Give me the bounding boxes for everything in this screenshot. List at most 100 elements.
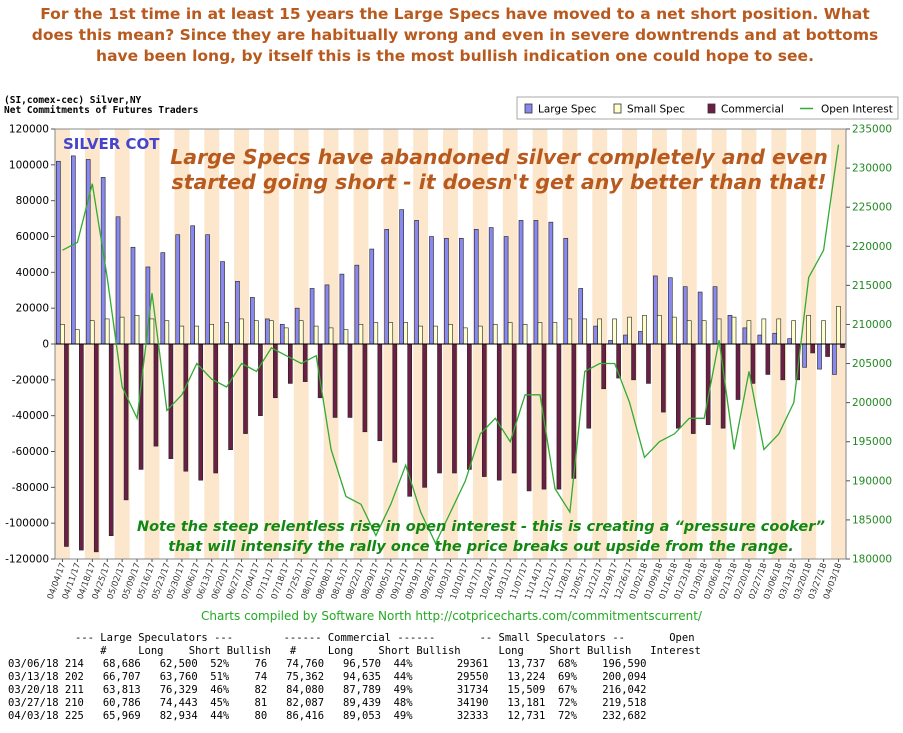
large-spec-bar bbox=[473, 229, 479, 345]
large-spec-bar bbox=[787, 338, 792, 345]
small-spec-bar bbox=[373, 322, 379, 345]
small-spec-bar bbox=[776, 318, 782, 345]
large-spec-bar bbox=[115, 216, 121, 345]
open-interest-line bbox=[62, 144, 840, 545]
y-left-tick-label: 80000 bbox=[16, 195, 49, 207]
y-right-tick-label: 220000 bbox=[852, 241, 892, 253]
commercial-bar bbox=[123, 343, 129, 501]
y-right-tick-label: 210000 bbox=[852, 319, 892, 331]
commercial-bar bbox=[750, 343, 756, 384]
commercial-bar bbox=[765, 343, 771, 375]
large-spec-bar bbox=[160, 252, 166, 345]
large-spec-bar bbox=[70, 155, 76, 345]
y-left-tick-label: 60000 bbox=[16, 231, 49, 243]
large-spec-bar bbox=[220, 261, 225, 345]
large-spec-bar bbox=[354, 264, 360, 345]
small-spec-bar bbox=[104, 318, 110, 345]
commercial-bar bbox=[422, 343, 427, 488]
large-spec-bar bbox=[324, 284, 330, 345]
commercial-bar bbox=[273, 343, 278, 399]
small-spec-bar bbox=[582, 318, 588, 345]
y-right-tick-label: 205000 bbox=[852, 358, 892, 370]
small-spec-bar bbox=[567, 318, 573, 345]
small-spec-bar bbox=[507, 322, 513, 345]
annotation-top: Large Specs have abandoned silver comple… bbox=[170, 145, 828, 194]
y-right-tick-label: 230000 bbox=[852, 163, 892, 175]
commercial-bar bbox=[198, 343, 204, 481]
large-spec-bar bbox=[742, 327, 748, 345]
large-spec-bar bbox=[399, 209, 404, 345]
small-spec-bar bbox=[418, 325, 423, 345]
legend-open-interest: Open Interest bbox=[821, 104, 893, 116]
credit-line: Charts compiled by Software North http:/… bbox=[201, 609, 702, 623]
commercial-bar bbox=[556, 343, 562, 490]
large-spec-bar bbox=[130, 246, 136, 345]
large-spec-bar bbox=[653, 275, 658, 345]
small-spec-bar bbox=[433, 325, 438, 345]
small-spec-bar bbox=[298, 320, 304, 345]
large-spec-bar bbox=[384, 229, 390, 345]
y-left-tick-label: -80000 bbox=[12, 482, 49, 494]
commercial-bar bbox=[64, 343, 69, 547]
y-left-tick-label: -120000 bbox=[5, 554, 49, 566]
small-spec-bar bbox=[836, 306, 841, 345]
chart-header-line2: Net Commitments of Futures Traders bbox=[4, 105, 198, 116]
small-spec-bar bbox=[239, 318, 244, 345]
commercial-bar bbox=[347, 343, 353, 418]
commercial-bar bbox=[676, 343, 681, 429]
small-spec-bar bbox=[492, 323, 498, 345]
annotation-bottom: Note the steep relentless rise in open i… bbox=[137, 519, 825, 555]
table-row: 03/13/18 202 66,707 63,760 51% 74 75,362… bbox=[8, 671, 647, 683]
small-spec-bar bbox=[89, 320, 95, 345]
small-spec-bar bbox=[746, 320, 752, 345]
commercial-bar bbox=[481, 343, 487, 477]
table-header-2: # Long Short Bullish # Long Short Bullis… bbox=[75, 645, 701, 657]
legend-swatch-commercial bbox=[707, 103, 716, 114]
y-left-tick-label: -100000 bbox=[5, 518, 49, 530]
commercial-bar bbox=[631, 343, 636, 381]
y-left-tick-label: -40000 bbox=[12, 410, 49, 422]
small-spec-bar bbox=[627, 316, 632, 345]
y-right-tick-label: 185000 bbox=[852, 514, 892, 526]
y-right-tick-label: 195000 bbox=[852, 436, 892, 448]
commercial-bar bbox=[332, 343, 338, 418]
commercial-bar bbox=[93, 343, 99, 553]
y-left-tick-label: -60000 bbox=[12, 446, 49, 458]
large-spec-bar bbox=[459, 237, 464, 345]
small-spec-bar bbox=[179, 325, 185, 345]
y-right-tick-label: 180000 bbox=[852, 554, 892, 566]
small-spec-bar bbox=[597, 318, 602, 345]
commercial-bar bbox=[79, 343, 84, 551]
large-spec-bar bbox=[503, 236, 509, 345]
y-axis-right: 180000 185000 190000 195000 200000 205000 2100… bbox=[846, 124, 892, 566]
table-row: 03/27/18 210 60,786 74,443 45% 81 82,087… bbox=[8, 697, 647, 709]
large-spec-bar bbox=[56, 160, 61, 345]
large-spec-bar bbox=[294, 307, 300, 345]
y-right-tick-label: 200000 bbox=[852, 397, 892, 409]
large-spec-bar bbox=[772, 332, 778, 345]
small-spec-bar bbox=[343, 329, 349, 345]
small-spec-bar bbox=[657, 315, 662, 345]
large-spec-bar bbox=[190, 225, 195, 345]
commercial-bar bbox=[690, 343, 696, 434]
large-spec-bar bbox=[264, 318, 270, 345]
commercial-bar bbox=[153, 343, 159, 447]
large-spec-bar bbox=[429, 236, 434, 345]
commercial-bar bbox=[810, 343, 815, 354]
annotation-bottom-line: Note the steep relentless rise in open i… bbox=[137, 519, 825, 535]
large-spec-bar bbox=[85, 159, 91, 345]
commercial-bar bbox=[825, 343, 830, 357]
commercial-bar bbox=[437, 343, 442, 474]
commercial-bar bbox=[601, 343, 607, 390]
large-spec-bar bbox=[832, 343, 837, 375]
y-right-tick-label: 190000 bbox=[852, 475, 892, 487]
commercial-bar bbox=[228, 343, 233, 451]
large-spec-bar bbox=[279, 323, 285, 345]
small-spec-bar bbox=[701, 320, 707, 345]
annotation-bottom-line: that will intensify the rally once the p… bbox=[168, 539, 794, 555]
y-left-tick-label: -20000 bbox=[12, 374, 49, 386]
small-spec-bar bbox=[149, 318, 155, 345]
commercial-bar bbox=[213, 343, 218, 474]
large-spec-bar bbox=[250, 297, 255, 345]
